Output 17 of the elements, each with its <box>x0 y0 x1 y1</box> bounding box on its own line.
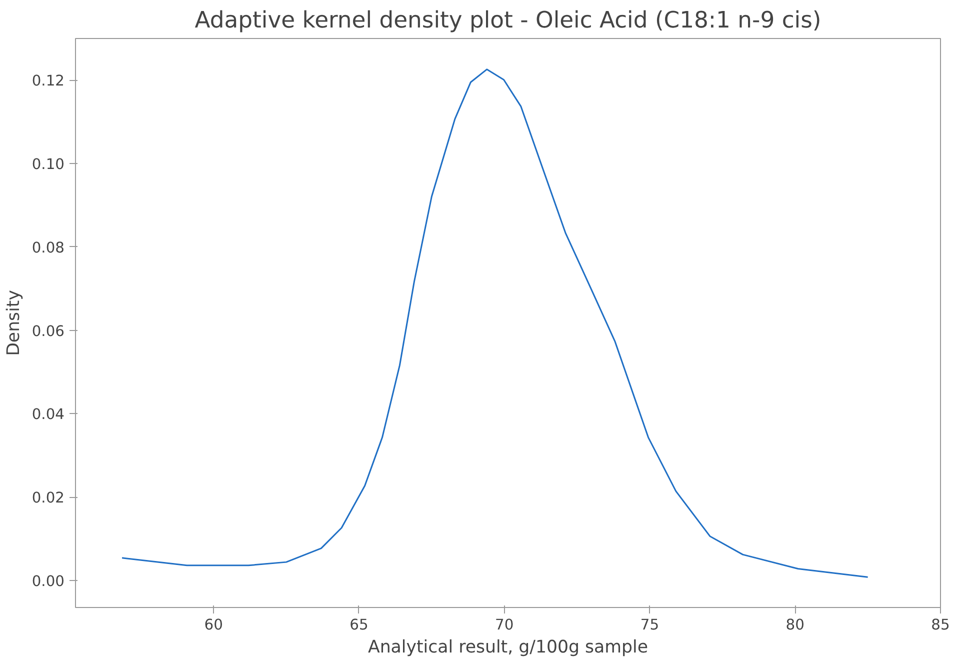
y-tick-label: 0.04 <box>32 406 65 424</box>
y-tick-label: 0.06 <box>32 322 65 340</box>
y-tick-label: 0.10 <box>32 156 65 174</box>
y-tick-label: 0.12 <box>32 72 65 90</box>
x-tick-label: 75 <box>640 616 660 634</box>
x-tick-label: 65 <box>350 616 368 634</box>
chart-title: Adaptive kernel density plot - Oleic Acid (C18:1 n-9 cis) <box>194 8 822 34</box>
x-tick-label: 70 <box>495 616 514 634</box>
y-axis-title: Density <box>4 290 24 356</box>
y-tick-label: 0.02 <box>32 490 65 507</box>
x-tick-label: 80 <box>786 616 804 634</box>
x-axis-title: Analytical result, g/100g sample <box>368 638 648 658</box>
y-tick-label: 0.08 <box>32 239 65 256</box>
x-tick-label: 85 <box>931 616 950 634</box>
x-tick-label: 60 <box>204 616 223 634</box>
y-tick-label: 0.00 <box>32 572 65 590</box>
line-series <box>121 68 869 578</box>
